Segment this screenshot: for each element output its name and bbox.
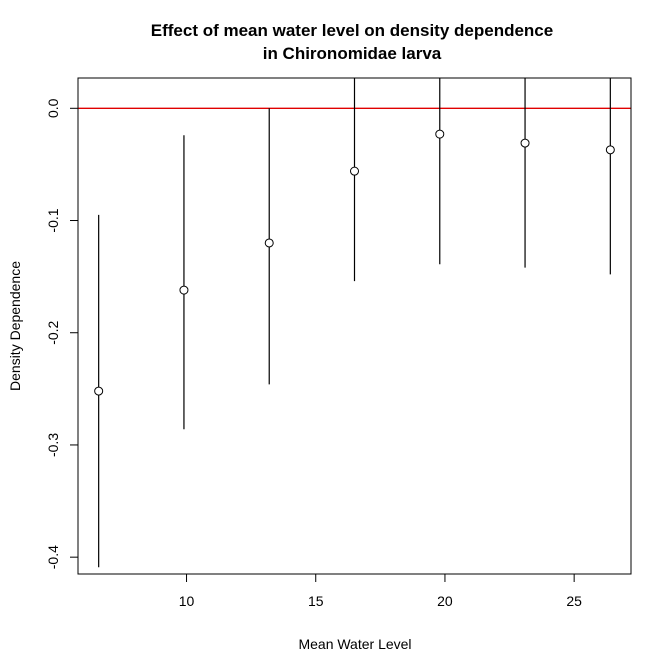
data-point-4 (350, 166, 359, 176)
plot-area (78, 78, 631, 568)
y-tick-label-2: -0.2 (45, 320, 61, 344)
data-point-5 (435, 129, 445, 139)
y-tick-label-3: -0.3 (45, 433, 61, 457)
x-axis: 10 15 20 25 (179, 574, 582, 609)
x-tick-label-20: 20 (437, 593, 453, 609)
y-tick-label-4: -0.4 (45, 545, 61, 569)
chart-title-line-2: in Chironomidae larva (263, 44, 442, 63)
chart-title-line-1: Effect of mean water level on density de… (151, 21, 553, 40)
data-point-2 (179, 285, 189, 295)
x-tick-label-25: 25 (566, 593, 582, 609)
y-tick-label-0: 0.0 (45, 98, 61, 118)
x-axis-label: Mean Water Level (298, 636, 411, 652)
data-point-6 (520, 138, 530, 148)
data-point-3 (264, 238, 274, 248)
x-tick-label-10: 10 (179, 593, 195, 609)
data-point-7 (605, 145, 615, 155)
y-axis-label: Density Dependence (7, 261, 23, 391)
data-point-1 (94, 386, 104, 396)
x-tick-label-15: 15 (308, 593, 324, 609)
plot-frame (77, 77, 632, 575)
y-tick-label-1: -0.1 (45, 208, 61, 232)
y-axis: 0.0 -0.1 -0.2 -0.3 -0.4 (45, 98, 78, 569)
